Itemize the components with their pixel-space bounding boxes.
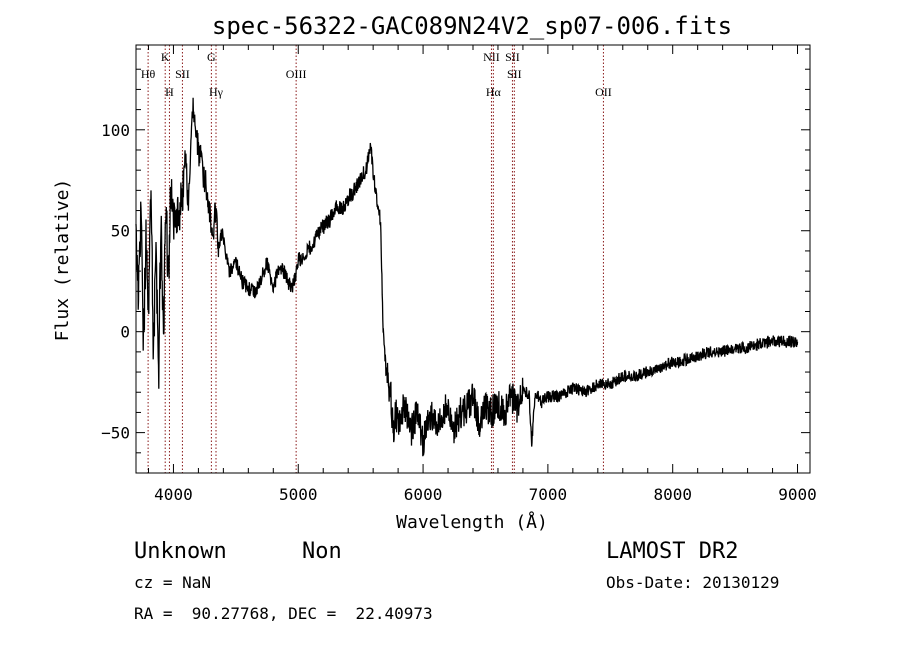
survey-name: LAMOST DR2	[606, 539, 738, 564]
line-marker-label-7: NII	[483, 50, 500, 64]
line-marker-label-11: OII	[595, 85, 612, 99]
redshift-cz: cz = NaN	[134, 573, 211, 592]
x-tick-label-2: 6000	[404, 485, 443, 504]
y-tick-label-3: 100	[101, 121, 130, 140]
x-axis-label: Wavelength (Å)	[396, 511, 548, 533]
observation-date: Obs-Date: 20130129	[606, 573, 779, 592]
y-tick-label-2: 50	[111, 222, 130, 241]
x-tick-label-5: 9000	[778, 485, 817, 504]
line-marker-label-0: Hθ	[141, 67, 156, 81]
y-axis-label: Flux (relative)	[52, 179, 73, 342]
axis-ticks: 4000 5000 6000 7000 8000 9000 −50 0 50 100	[101, 45, 817, 504]
chart-title: spec-56322-GAC089N24V2_sp07-006.fits	[212, 12, 732, 40]
y-tick-label-1: 0	[120, 323, 130, 342]
line-marker-label-2: H	[165, 85, 174, 99]
y-tick-label-0: −50	[101, 424, 130, 443]
x-tick-label-1: 5000	[279, 485, 318, 504]
sky-coordinates: RA = 90.27768, DEC = 22.40973	[134, 604, 433, 623]
x-tick-label-3: 7000	[529, 485, 568, 504]
line-marker-label-9: SII	[505, 50, 520, 64]
line-marker-label-8: Hα	[486, 85, 502, 99]
line-marker-label-10: SII	[507, 67, 522, 81]
line-marker-label-4: G	[207, 50, 216, 64]
spectrum-line	[135, 97, 799, 457]
object-subclass: Non	[302, 539, 342, 564]
object-class: Unknown	[134, 539, 227, 564]
x-tick-label-4: 8000	[653, 485, 692, 504]
line-marker-label-6: OIII	[286, 67, 307, 81]
x-tick-label-0: 4000	[154, 485, 193, 504]
line-marker-label-1: K	[161, 50, 170, 64]
line-marker-label-5: Hγ	[209, 85, 224, 99]
line-marker-label-3: SII	[175, 67, 190, 81]
